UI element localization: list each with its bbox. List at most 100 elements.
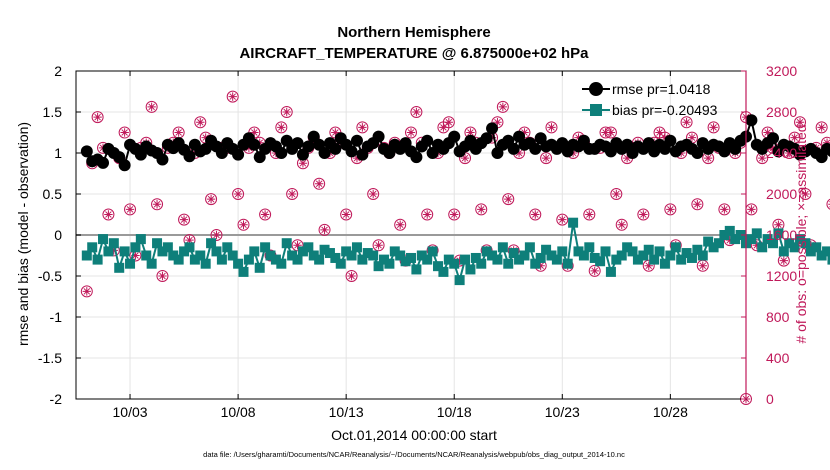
bias-point [589, 252, 600, 263]
bias-point [422, 254, 433, 265]
legend-rmse-marker [589, 82, 603, 96]
obs-possible-point [556, 213, 569, 226]
y-tick-label: -0.5 [38, 268, 62, 284]
bias-point [719, 230, 730, 240]
bias-point [162, 242, 173, 253]
y-right-tick-label: 800 [766, 309, 790, 325]
bias-point [476, 258, 487, 269]
obs-assimilated-point [531, 210, 540, 219]
rmse-point [156, 153, 169, 166]
obs-possible-point [794, 116, 807, 129]
bias-point [481, 246, 492, 257]
bias-point [411, 264, 422, 275]
bias-point [427, 246, 438, 257]
bias-point [600, 246, 611, 257]
obs-assimilated-point [655, 128, 664, 137]
rmse-point [486, 122, 499, 135]
obs-assimilated-point [277, 123, 286, 132]
obs-assimilated-point [822, 138, 830, 147]
obs-assimilated-point [179, 215, 189, 224]
obs-assimilated-point [682, 118, 691, 127]
bias-point [168, 250, 179, 261]
bias-point [562, 258, 573, 269]
bias-point [287, 250, 298, 261]
obs-possible-point [691, 198, 704, 211]
obs-possible-point [410, 106, 423, 118]
obs-assimilated-point [601, 128, 610, 137]
bias-point [800, 238, 811, 249]
rmse-point [80, 145, 93, 158]
bias-point [81, 250, 92, 261]
bias-point [98, 234, 109, 245]
bias-point [773, 228, 784, 239]
bias-point [260, 242, 271, 253]
bias-point [551, 254, 562, 265]
rmse-point [421, 134, 434, 147]
obs-possible-point [610, 188, 623, 200]
bias-point [697, 250, 708, 261]
bias-point [297, 246, 308, 257]
obs-assimilated-point [320, 225, 329, 235]
chart-title: Northern Hemisphere [337, 24, 490, 41]
y-right-tick-label: 400 [766, 350, 790, 366]
obs-possible-point [421, 208, 434, 221]
bias-point [676, 254, 687, 265]
obs-possible-point [615, 218, 628, 231]
bias-point [222, 242, 233, 253]
bias-point [454, 275, 465, 286]
bias-point [189, 254, 200, 265]
obs-possible-point [707, 121, 720, 134]
bias-point [649, 254, 660, 265]
obs-assimilated-point [709, 123, 718, 132]
y-right-tick-label: 2800 [766, 104, 797, 120]
y-axis-label: rmse and bias (model - observation) [15, 122, 31, 346]
data-file-footnote: data file: /Users/gharamti/Documents/NCA… [203, 450, 625, 459]
obs-possible-point [405, 126, 417, 139]
obs-assimilated-point [228, 92, 237, 101]
y-axis-right-label: # of obs: o=possible; ×=assimilated [793, 124, 809, 343]
rmse-point [291, 137, 304, 150]
bias-point [195, 250, 206, 261]
obs-possible-point [448, 208, 461, 221]
obs-assimilated-point [639, 210, 648, 219]
obs-assimilated-point [368, 189, 378, 199]
obs-assimilated-point [644, 261, 653, 270]
bias-point [395, 250, 406, 261]
rmse-point [215, 147, 228, 159]
obs-possible-point [145, 100, 158, 113]
obs-assimilated-point [687, 133, 697, 142]
bias-point [341, 246, 352, 257]
obs-assimilated-point [747, 205, 756, 214]
bias-point [535, 252, 546, 263]
bias-point [724, 225, 735, 236]
obs-assimilated-point [785, 148, 794, 158]
legend-rmse-label: rmse pr=1.0418 [612, 81, 711, 97]
y-tick-label: 0 [54, 227, 62, 243]
bias-point [227, 250, 238, 261]
obs-assimilated-point [585, 210, 594, 219]
obs-assimilated-point [801, 189, 810, 199]
obs-assimilated-point [120, 128, 129, 137]
rmse-point [826, 145, 830, 157]
obs-assimilated-point [201, 133, 210, 142]
bias-point [270, 254, 281, 265]
obs-assimilated-point [806, 241, 816, 250]
obs-possible-point [313, 177, 326, 190]
obs-possible-point [637, 208, 650, 221]
obs-assimilated-point [82, 287, 92, 296]
obs-possible-point [340, 208, 353, 221]
bias-point [659, 258, 670, 269]
bias-point [141, 250, 152, 261]
obs-possible-point [286, 188, 299, 200]
rmse-point [691, 147, 704, 159]
obs-possible-point [502, 193, 515, 206]
bias-series [81, 217, 830, 286]
obs-assimilated-point [196, 118, 205, 127]
bias-point [130, 242, 141, 253]
obs-assimilated-point [131, 251, 140, 260]
obs-assimilated-point [358, 123, 367, 132]
obs-possible-point [642, 259, 655, 272]
obs-assimilated-point [174, 128, 183, 137]
obs-assimilated-point [558, 215, 567, 224]
bias-point [762, 234, 773, 245]
